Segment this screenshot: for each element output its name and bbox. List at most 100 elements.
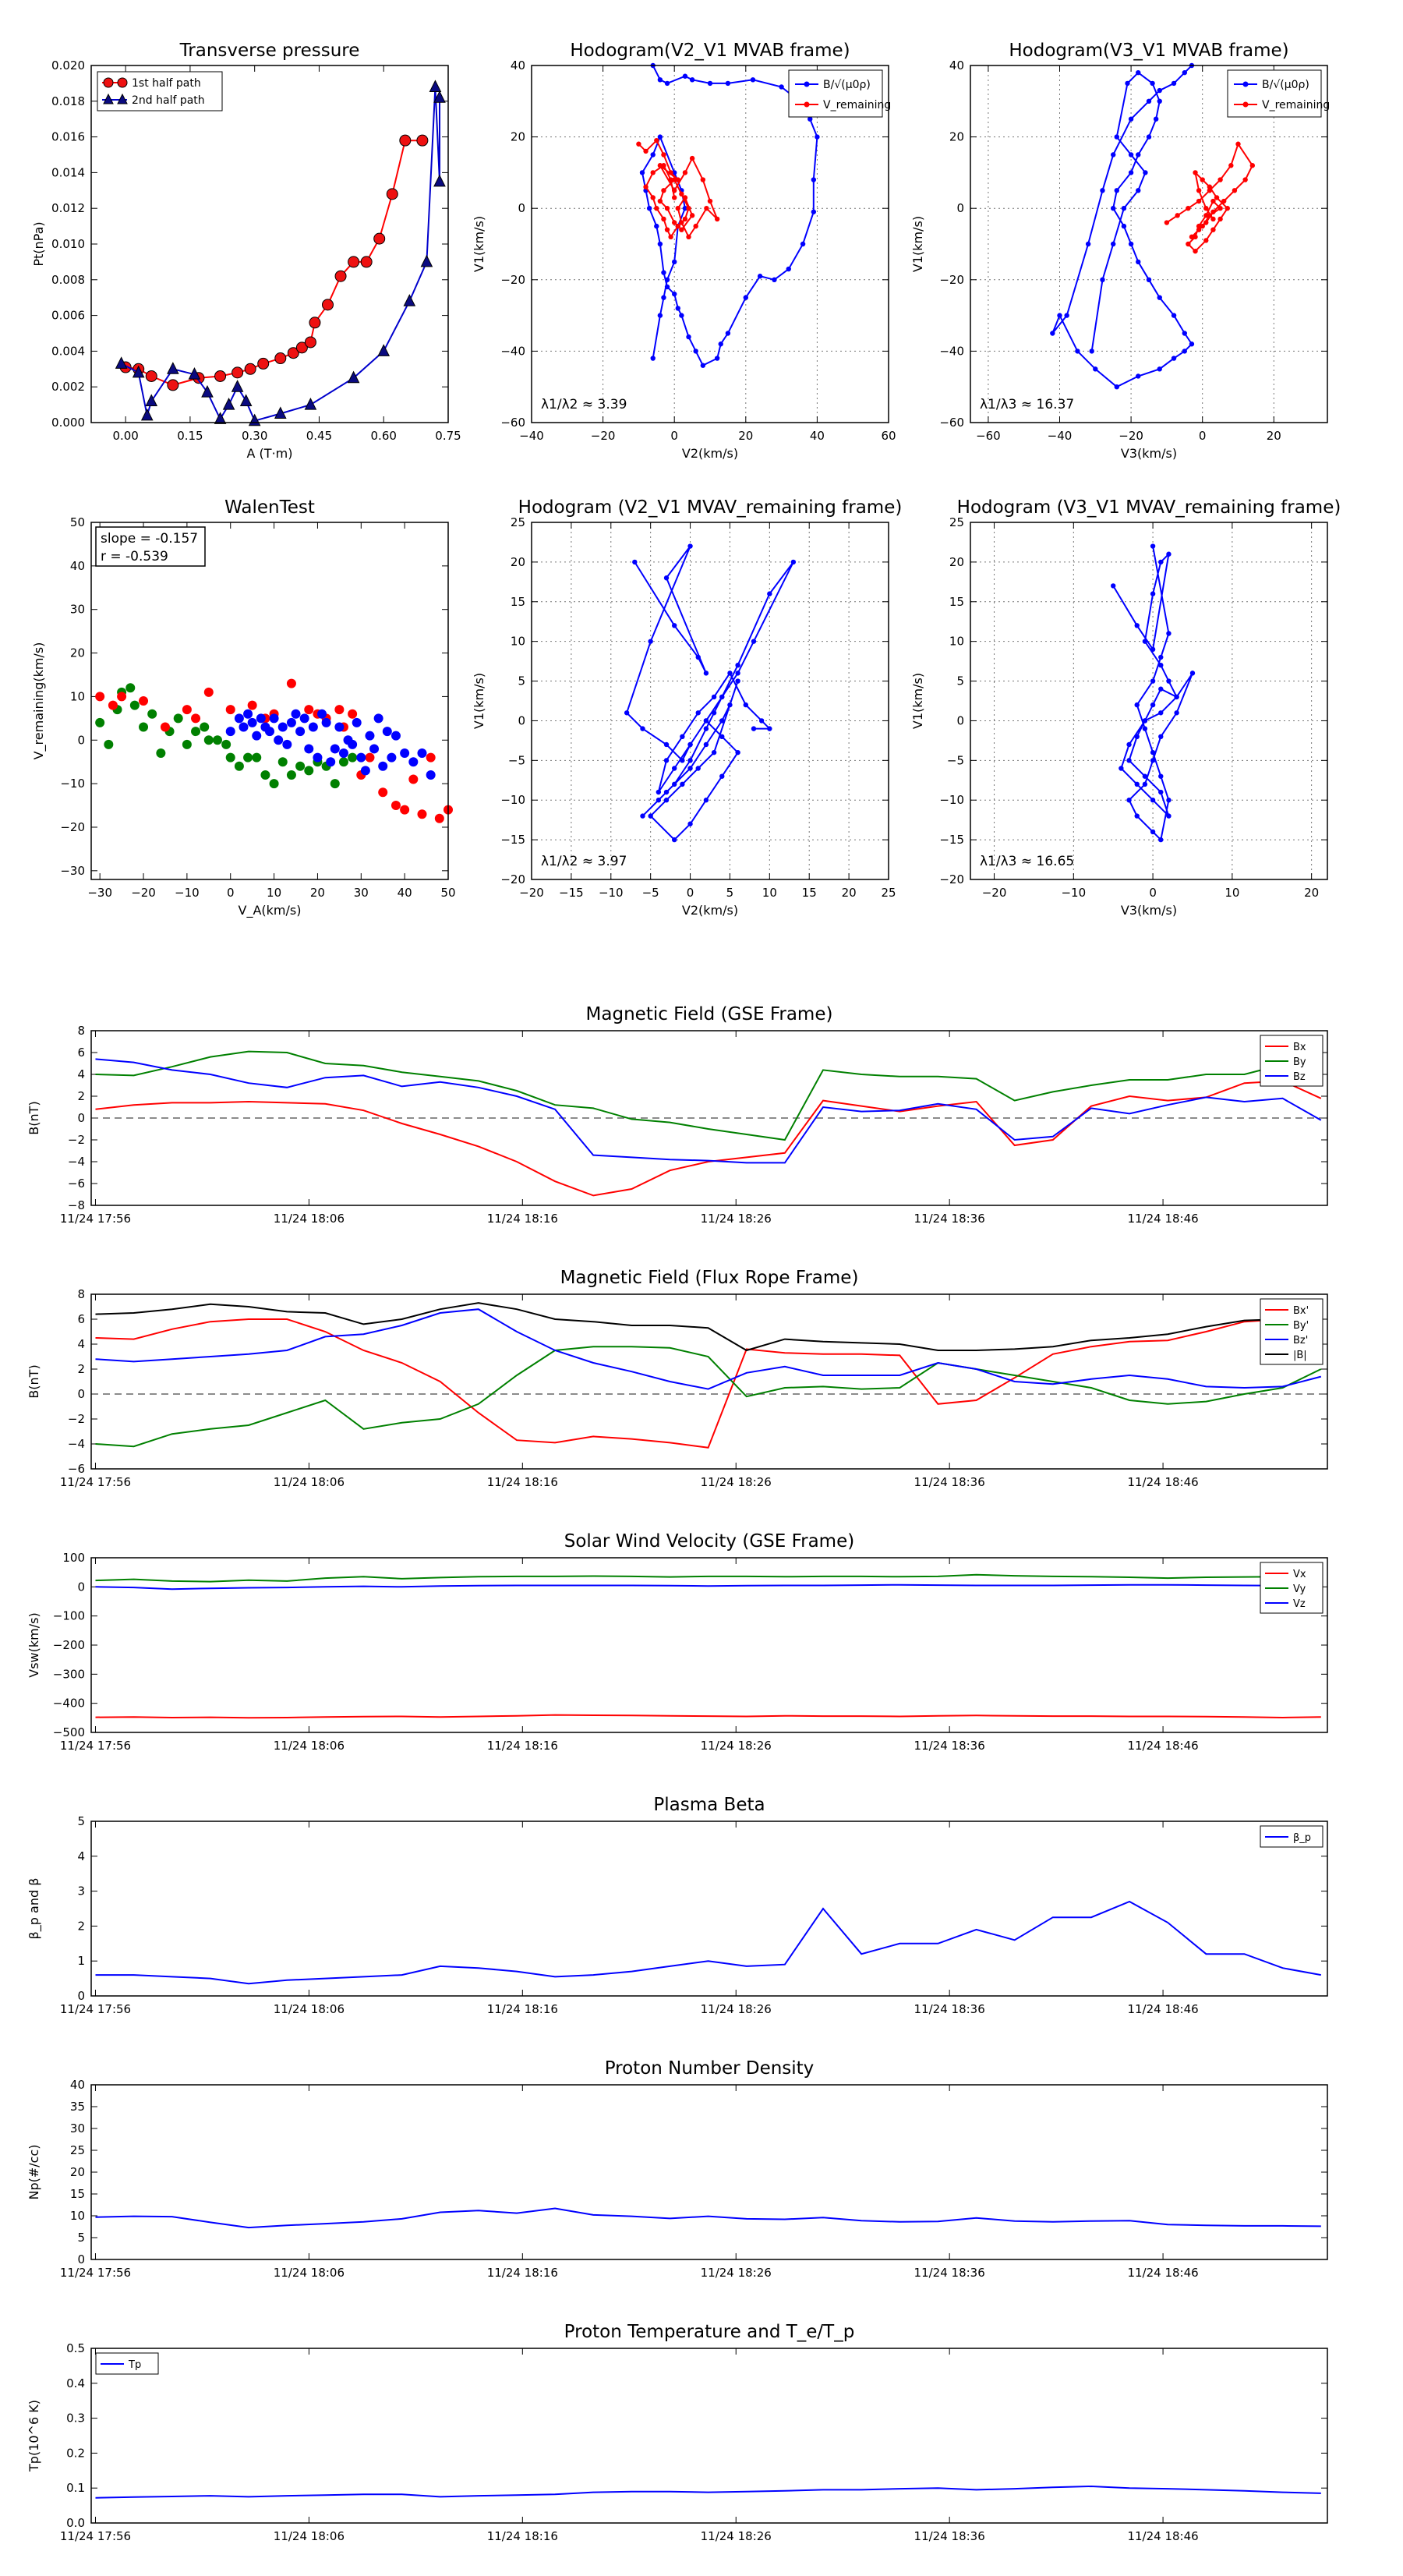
data-point bbox=[643, 148, 648, 154]
data-point bbox=[239, 722, 249, 732]
legend-label: |B| bbox=[1293, 1350, 1307, 1361]
x-tick-label: 11/24 18:16 bbox=[487, 2266, 558, 2280]
data-point bbox=[295, 761, 306, 771]
x-tick-label: −20 bbox=[591, 429, 616, 443]
y-tick-label: 0 bbox=[77, 733, 85, 747]
x-tick-label: 0 bbox=[687, 886, 694, 900]
x-tick-label: 11/24 18:26 bbox=[701, 2002, 772, 2016]
y-tick-label: −400 bbox=[53, 1697, 85, 1711]
x-tick-label: 0.15 bbox=[177, 429, 203, 443]
data-point bbox=[664, 206, 670, 211]
y-tick-label: 20 bbox=[511, 555, 525, 569]
data-point bbox=[377, 344, 391, 356]
data-point bbox=[173, 713, 183, 724]
x-tick-label: 11/24 18:06 bbox=[274, 1475, 345, 1489]
eigenvalue-ratio: λ1/λ2 ≈ 3.97 bbox=[541, 854, 627, 869]
data-point bbox=[1157, 366, 1162, 372]
data-point bbox=[1150, 829, 1156, 835]
panel-title: Magnetic Field (Flux Rope Frame) bbox=[560, 1268, 859, 1288]
x-tick-label: 11/24 18:46 bbox=[1127, 2529, 1198, 2543]
data-point bbox=[663, 575, 670, 581]
data-point bbox=[1166, 798, 1172, 803]
x-tick-label: 30 bbox=[354, 886, 369, 900]
x-tick-label: −60 bbox=[976, 429, 1001, 443]
data-point bbox=[247, 717, 257, 727]
y-tick-label: 10 bbox=[70, 689, 85, 703]
x-axis-label: V2(km/s) bbox=[682, 903, 738, 918]
data-point bbox=[680, 758, 685, 763]
y-tick-label: 6 bbox=[77, 1312, 85, 1326]
panel-title: Proton Temperature and T_e/T_p bbox=[564, 2322, 855, 2342]
data-point bbox=[1189, 341, 1195, 347]
data-point bbox=[686, 234, 691, 240]
data-point bbox=[426, 770, 436, 780]
data-point bbox=[417, 748, 427, 759]
data-point bbox=[373, 232, 386, 245]
x-tick-label: 0.30 bbox=[242, 429, 267, 443]
data-point bbox=[201, 384, 214, 398]
legend-marker bbox=[804, 101, 810, 108]
data-point bbox=[1121, 223, 1127, 229]
data-point bbox=[664, 277, 670, 282]
data-point bbox=[360, 766, 370, 776]
x-tick-label: 11/24 18:46 bbox=[1127, 1212, 1198, 1226]
legend-label: Bx' bbox=[1293, 1305, 1309, 1317]
data-point bbox=[1157, 87, 1162, 94]
data-point bbox=[408, 757, 419, 767]
stats-frame bbox=[95, 526, 206, 567]
data-point bbox=[1111, 583, 1116, 589]
data-point bbox=[767, 591, 772, 596]
data-point bbox=[1193, 170, 1198, 175]
data-point bbox=[680, 781, 685, 787]
y-tick-label: 35 bbox=[70, 2100, 85, 2114]
data-point bbox=[274, 735, 284, 745]
data-point bbox=[1136, 259, 1141, 265]
data-point bbox=[269, 779, 279, 789]
data-point bbox=[139, 722, 149, 732]
y-tick-label: 5 bbox=[77, 1814, 85, 1828]
y-tick-label: 0.002 bbox=[51, 380, 85, 394]
data-point bbox=[757, 274, 763, 279]
data-point bbox=[672, 177, 677, 182]
data-point bbox=[1121, 206, 1127, 211]
legend: 1st half path 2nd half path bbox=[97, 71, 223, 111]
data-point bbox=[719, 773, 725, 779]
data-point bbox=[1136, 188, 1141, 193]
data-point bbox=[1193, 248, 1198, 254]
data-point bbox=[1164, 220, 1170, 225]
data-point bbox=[203, 687, 214, 697]
y-tick-label: 15 bbox=[70, 2187, 85, 2201]
x-tick-label: 11/24 17:56 bbox=[60, 2002, 131, 2016]
data-point bbox=[1158, 559, 1164, 565]
y-tick-label: 20 bbox=[70, 646, 85, 660]
legend: Tp bbox=[95, 2352, 159, 2375]
data-point bbox=[1134, 734, 1140, 739]
x-tick-label: −30 bbox=[87, 886, 112, 900]
data-point bbox=[191, 727, 201, 737]
y-tick-label: 40 bbox=[70, 2078, 85, 2092]
data-point bbox=[1143, 170, 1148, 175]
data-point bbox=[1186, 206, 1191, 211]
data-point bbox=[95, 717, 105, 727]
data-point bbox=[1196, 227, 1202, 232]
data-point bbox=[433, 90, 446, 103]
y-tick-label: 0 bbox=[518, 713, 525, 727]
y-tick-label: −40 bbox=[939, 344, 964, 358]
data-point bbox=[231, 380, 244, 392]
legend-marker bbox=[1242, 101, 1249, 108]
data-point bbox=[334, 705, 345, 715]
data-point bbox=[1150, 702, 1156, 708]
data-point bbox=[243, 709, 253, 719]
legend-marker bbox=[1242, 81, 1249, 87]
data-point bbox=[1189, 234, 1195, 240]
panel-title: Hodogram (V2_V1 MVAV_remaining frame) bbox=[518, 497, 903, 518]
data-point bbox=[1150, 591, 1156, 596]
legend-label: β_p bbox=[1293, 1832, 1311, 1844]
x-tick-label: 11/24 18:36 bbox=[914, 1475, 985, 1489]
data-point bbox=[1125, 80, 1130, 87]
x-tick-label: −5 bbox=[642, 886, 659, 900]
data-point bbox=[672, 837, 677, 843]
x-tick-label: −10 bbox=[175, 886, 200, 900]
data-point bbox=[1228, 163, 1234, 168]
data-point bbox=[695, 654, 701, 660]
